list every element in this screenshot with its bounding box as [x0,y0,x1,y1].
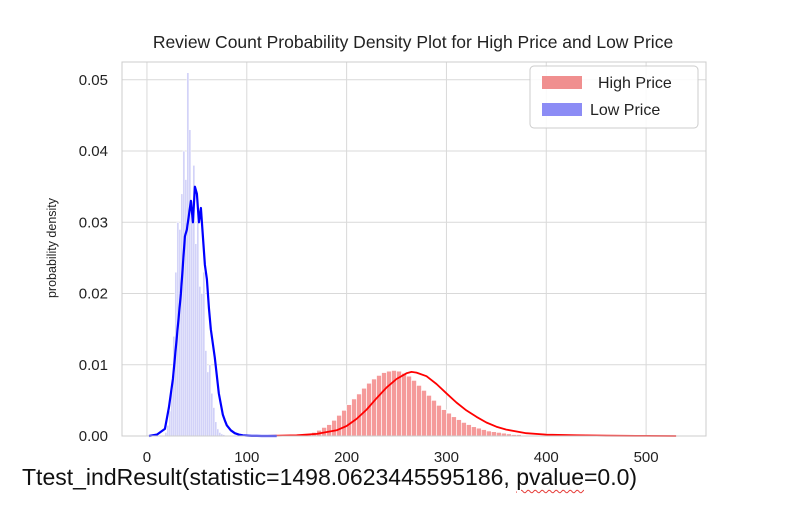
high-price-bar-46 [496,432,502,437]
high-price-bar-32 [426,395,432,437]
y-tick-label-2: 0.02 [79,286,108,303]
low-price-histogram [164,72,226,437]
high-price-bar-28 [406,375,412,437]
x-tick-label-2: 200 [334,449,359,466]
high-price-bar-30 [416,385,422,437]
high-price-bar-43 [481,429,487,437]
high-price-bar-39 [461,422,467,437]
y-tick-label-0: 0.00 [79,428,108,445]
high-price-bar-44 [486,430,492,437]
high-price-bar-17 [351,398,357,437]
y-tick-label-3: 0.03 [79,214,108,231]
y-tick-label-1: 0.01 [79,357,108,374]
high-price-bar-21 [371,378,377,437]
high-price-bar-41 [471,426,477,437]
high-price-bar-35 [441,409,447,437]
high-price-bar-14 [336,415,342,437]
high-price-bar-27 [401,373,407,437]
legend-entry-low-price-swatch [542,103,582,116]
legend: High Price Low Price [529,65,699,129]
x-axis-ticks: 0 100 200 300 400 500 [143,449,659,466]
high-price-bar-23 [381,372,387,437]
high-price-bar-29 [411,380,417,437]
x-tick-label-5: 500 [634,449,659,466]
legend-entry-high-price-label: High Price [598,75,672,92]
high-price-bar-16 [346,404,352,437]
x-tick-label-1: 100 [234,449,259,466]
high-price-bar-15 [341,410,347,437]
plot-frame [121,61,707,437]
x-tick-label-0: 0 [143,449,151,466]
high-price-kde-line [261,371,677,437]
high-price-bar-22 [376,375,382,437]
high-price-bar-31 [421,390,427,437]
high-price-bar-36 [446,412,452,437]
kde-curves [148,185,677,438]
high-price-bar-13 [331,420,337,437]
high-price-bar-38 [456,419,462,437]
ttest-result-prefix: Ttest_indResult(statistic=1498.062344559… [22,464,517,490]
x-tick-label-4: 400 [534,449,559,466]
legend-entry-high-price-swatch [542,76,582,89]
high-price-bar-40 [466,424,472,437]
density-chart: 0 100 200 300 400 500 0.000.010.020.030.040.0… [45,32,707,466]
low-price-kde-line [148,185,277,438]
chart-title: Review Count Probability Density Plot fo… [153,32,673,52]
ttest-result-suffix: =0.0) [583,464,638,490]
y-axis-label: probability density [45,197,59,298]
legend-entry-low-price-label: Low Price [590,102,660,119]
high-price-bar-42 [476,427,482,437]
high-price-bar-37 [451,416,457,437]
high-price-bar-12 [326,424,332,437]
high-price-bar-26 [396,370,402,437]
high-price-bar-45 [491,431,497,437]
high-price-bar-33 [431,400,437,437]
y-tick-label-4: 0.04 [79,143,108,160]
x-tick-label-3: 300 [434,449,459,466]
y-axis-ticks: 0.00 0.01 0.02 0.03 0.04 0.05 [79,72,108,445]
ttest-result: Ttest_indResult(statistic=1498.062344559… [22,464,637,491]
high-price-bar-24 [386,370,392,437]
ttest-result-pvalue: pvalue [516,464,584,490]
y-tick-label-5: 0.05 [79,72,108,89]
high-price-histogram [266,370,677,437]
high-price-bar-34 [436,405,442,437]
